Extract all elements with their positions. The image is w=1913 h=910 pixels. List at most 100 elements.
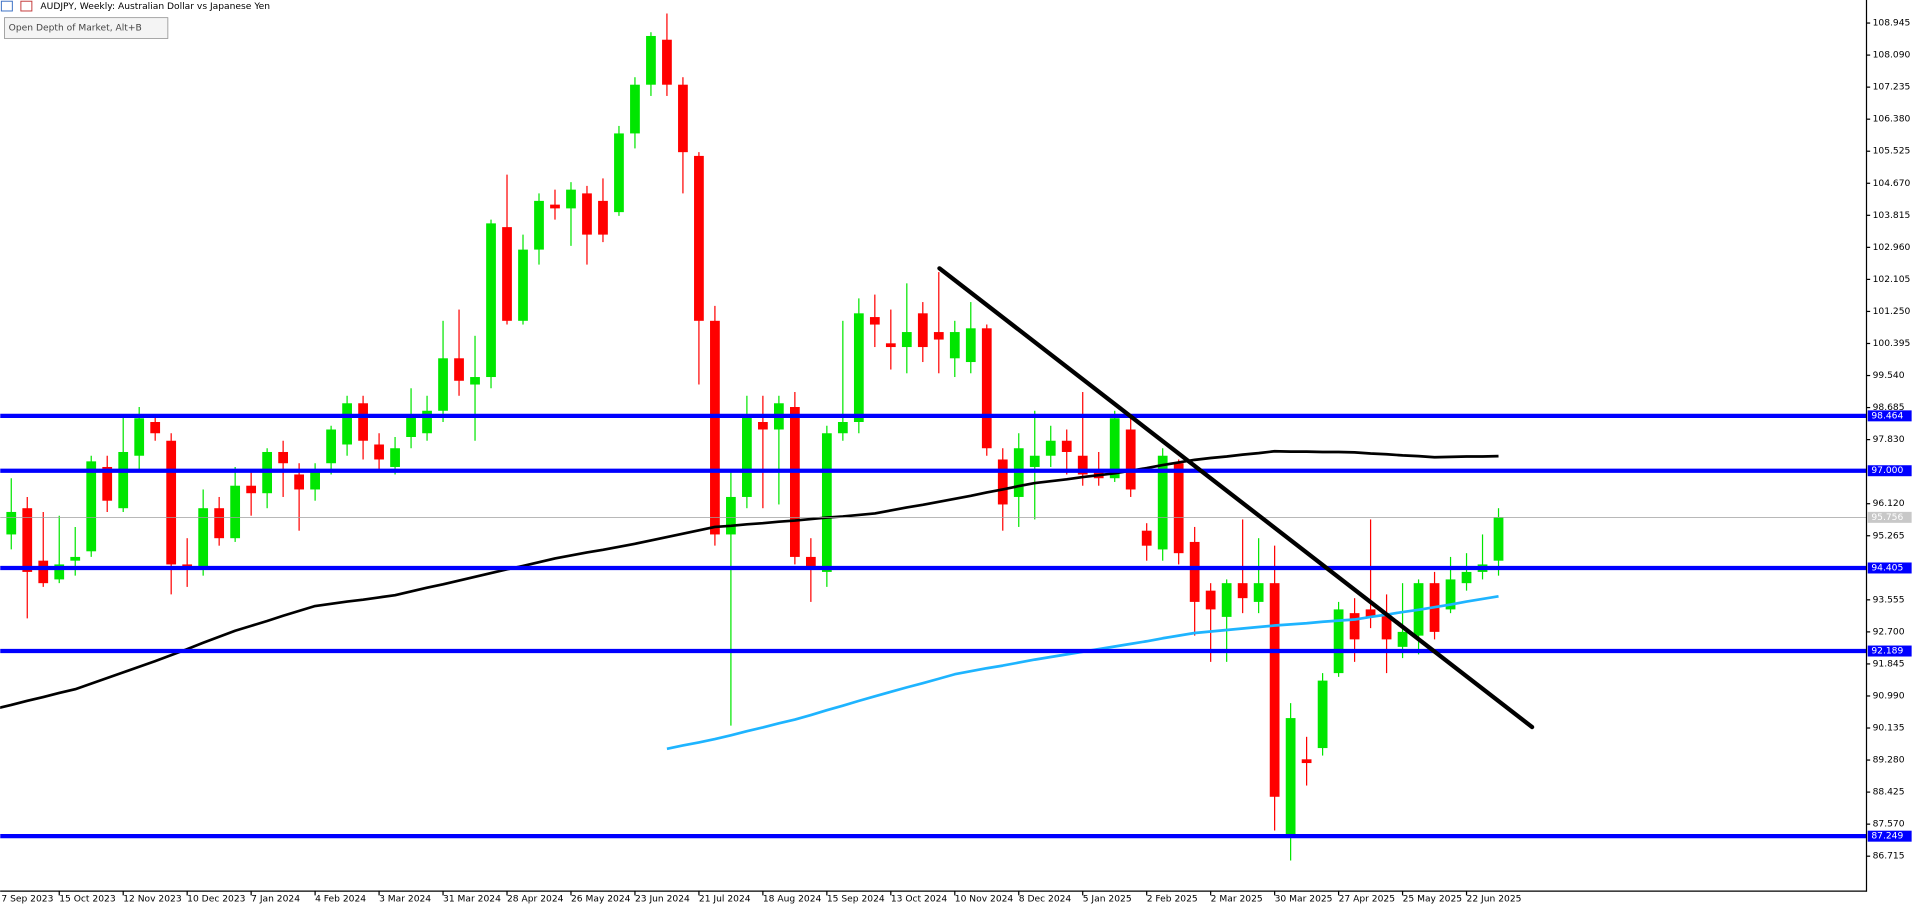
candle-body [1189,541,1200,602]
y-tick-label: 108.945 [1873,19,1911,29]
x-tick-label: 22 Jun 2025 [1467,895,1522,905]
candle-body [246,485,257,494]
candle-body [102,466,113,501]
plot-area [0,13,1867,861]
x-tick-label: 18 Aug 2024 [763,895,822,905]
candle-body [438,358,448,411]
tooltip: Open Depth of Market, Alt+B [9,24,142,34]
candle-body [1461,571,1472,584]
candle-body [598,200,608,235]
icon-market-watch[interactable] [0,0,13,12]
candle-body [1125,429,1136,490]
y-tick-label: 96.120 [1873,499,1905,509]
y-tick-label: 102.960 [1873,243,1911,253]
candle-body [54,564,65,580]
candle-body [1237,583,1248,599]
candle-body [22,508,33,572]
icon-chart[interactable] [20,0,33,12]
level-label-box [1867,465,1912,477]
candle-body [1157,455,1168,550]
candle-body [454,358,464,381]
y-tick-label: 107.235 [1873,83,1911,93]
x-tick-label: 26 May 2024 [571,895,631,905]
candle-body [1205,590,1216,610]
x-tick-label: 30 Mar 2025 [1275,895,1333,905]
y-tick-label: 90.135 [1873,724,1905,734]
candle-body [230,485,241,539]
candle-body [1045,440,1056,456]
level-label-box [1867,562,1912,574]
moving-average [0,449,1499,709]
candle-body [1285,718,1296,839]
candle-body [678,84,688,153]
x-tick-label: 10 Nov 2024 [955,895,1014,905]
candle-body [390,448,400,467]
y-tick-label: 98.685 [1873,403,1905,413]
y-tick-label: 104.670 [1873,179,1911,189]
y-tick-label: 89.280 [1873,756,1905,766]
candle-body [805,556,816,569]
x-tick-label: 7 Jan 2024 [251,895,300,905]
candle-body [821,433,832,572]
candle-body [1493,517,1504,561]
candle-body [1301,759,1312,764]
candle-body [1029,455,1040,467]
y-tick-label: 108.090 [1873,51,1911,61]
x-tick-label: 25 May 2025 [1403,895,1463,905]
x-tick-label: 28 Apr 2024 [507,895,564,905]
candle-body [1317,680,1328,749]
candle-body [981,328,992,449]
candle-body [1221,583,1232,617]
candle-body [1061,440,1072,452]
y-tick-label: 97.830 [1873,435,1905,445]
x-tick-label: 15 Oct 2023 [59,895,116,905]
y-tick-label: 87.570 [1873,820,1905,830]
candle-body [662,39,672,85]
candle-body [710,320,720,535]
candle-body [278,451,289,464]
candle-body [502,227,512,321]
candle-body [358,403,368,441]
last-price-box [1867,511,1912,523]
x-tick-label: 23 Jun 2024 [635,895,690,905]
x-tick-label: 2 Feb 2025 [1147,895,1198,905]
y-tick-label: 106.380 [1873,115,1911,125]
candle-body [1397,631,1408,647]
candle-body [789,407,800,557]
candle-body [1333,609,1344,674]
candle-body [566,189,576,209]
x-tick-label: 27 Apr 2025 [1339,895,1396,905]
candle-body [6,511,17,535]
candle-body [534,200,544,250]
y-tick-label: 101.250 [1873,307,1911,317]
candle-body [406,414,416,437]
last-price-label: 95.756 [1871,513,1903,523]
level-label: 98.464 [1871,411,1903,421]
candle-body [294,474,304,490]
y-tick-label: 93.555 [1873,595,1905,605]
candle-body [166,440,177,565]
candle-body [614,133,624,213]
candle-body [38,560,49,584]
x-tick-label: 31 Mar 2024 [443,895,501,905]
x-tick-label: 15 Sep 2024 [827,895,885,905]
x-tick-label: 7 Sep 2023 [1,895,53,905]
level-label-box [1867,410,1912,422]
candle-body [933,332,944,340]
candle-body [1269,583,1280,797]
y-tick-label: 103.815 [1873,211,1911,221]
x-tick-label: 13 Oct 2024 [891,895,948,905]
y-tick-label: 99.540 [1873,371,1905,381]
candle-body [150,422,161,434]
candle-body [1365,609,1376,617]
candle-body [86,461,97,552]
candle-body [742,414,752,497]
candle-body [997,459,1008,505]
candle-body [310,470,320,490]
x-tick-label: 8 Dec 2024 [1019,895,1072,905]
y-tick-label: 102.105 [1873,275,1911,285]
y-tick-label: 92.700 [1873,627,1905,637]
candle-body [758,422,768,430]
x-tick-label: 2 Mar 2025 [1211,895,1263,905]
